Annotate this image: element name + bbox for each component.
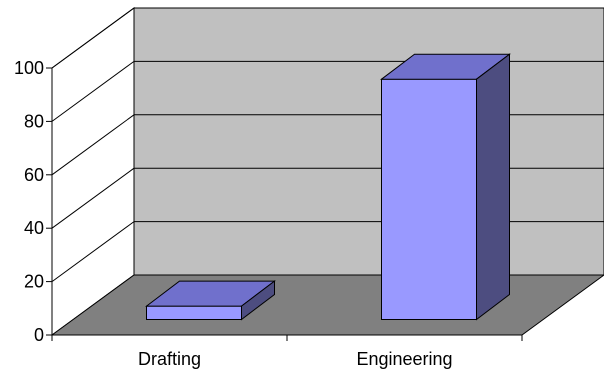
gridline-side [51, 114, 135, 176]
bar-front [146, 305, 242, 320]
gridline-side [51, 167, 135, 229]
y-tick-label: 100 [14, 58, 44, 78]
bar-side [476, 53, 510, 321]
gridline-side [51, 221, 135, 283]
y-tick-label: 60 [24, 165, 44, 185]
y-tick-label: 80 [24, 111, 44, 131]
gridline-side [51, 7, 135, 69]
bar [380, 53, 511, 321]
bar-front [381, 78, 477, 320]
bars [145, 53, 511, 321]
gridlines [51, 7, 604, 283]
x-category-label: Drafting [138, 349, 201, 369]
x-axis: Drafting Engineering [51, 334, 523, 369]
bar [145, 280, 276, 321]
x-category-label: Engineering [356, 349, 452, 369]
y-tick-label: 20 [24, 272, 44, 292]
y-tick-label: 40 [24, 218, 44, 238]
y-tick-label: 0 [34, 325, 44, 345]
back-wall [133, 7, 604, 276]
gridline-side [51, 60, 135, 122]
floor [50, 274, 604, 336]
bar-side [241, 280, 275, 321]
y-axis: 0 20 40 60 80 100 [14, 58, 53, 345]
